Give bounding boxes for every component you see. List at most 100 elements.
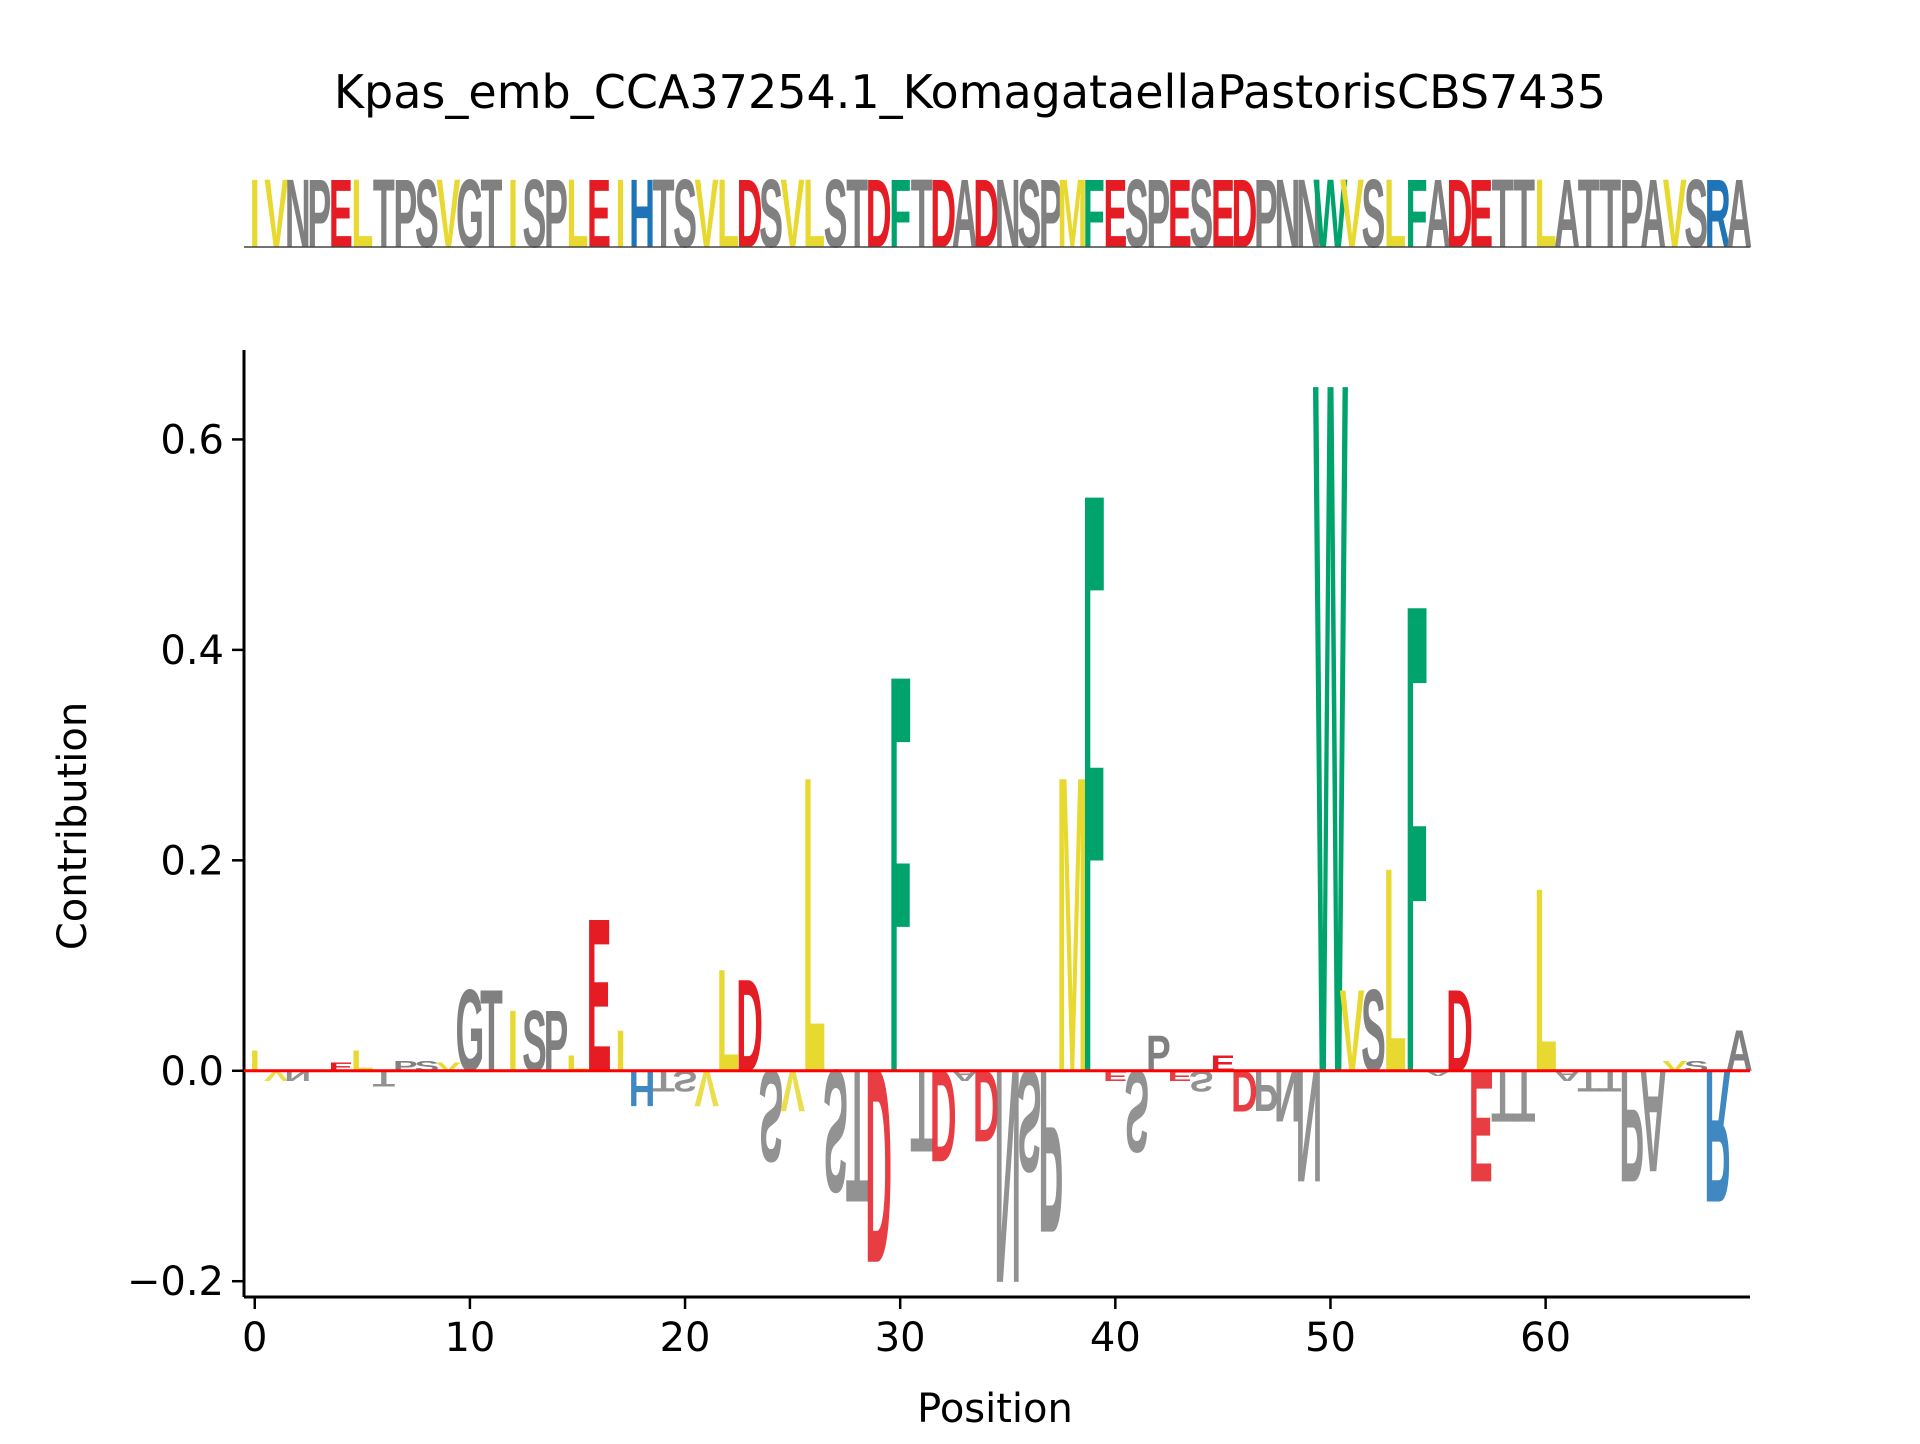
contribution-letter: L [1534, 833, 1557, 1127]
sequence-letter: S [415, 159, 439, 268]
sequence-letter: V [695, 159, 719, 268]
sequence-letter: P [1254, 159, 1278, 268]
x-tick-label: 40 [1090, 1315, 1141, 1361]
contribution-letter: E [1469, 1036, 1494, 1217]
sequence-letter: T [373, 159, 395, 268]
contribution-letter: T [846, 1029, 869, 1241]
contribution-letter: F [889, 554, 912, 1192]
sequence-letter: E [329, 159, 353, 268]
sequence-letter: L [351, 159, 373, 268]
sequence-letter: E [1168, 159, 1192, 268]
contribution-letter: S [1017, 1039, 1042, 1203]
sequence-letter: W [1314, 159, 1348, 268]
sequence-letter: N [1296, 159, 1322, 268]
sequence-letter: T [1599, 159, 1621, 268]
contribution-letter: I [615, 1019, 625, 1083]
sequence-letter: P [1039, 159, 1063, 268]
sequence-letter: D [930, 159, 956, 268]
sequence-letter: T [653, 159, 675, 268]
contribution-letter: S [1189, 1064, 1214, 1096]
sequence-letter: A [1640, 159, 1666, 268]
sequence-letter: T [911, 159, 933, 268]
contribution-letter: L [717, 938, 740, 1102]
sequence-letter: L [567, 159, 589, 268]
sequence-letter: I [250, 159, 260, 268]
x-tick-label: 50 [1305, 1315, 1356, 1361]
sequence-letter: L [1535, 159, 1557, 268]
contribution-letter: P [1146, 1026, 1171, 1082]
sequence-letter: S [1189, 159, 1213, 268]
contribution-letter: S [823, 1033, 848, 1229]
sequence-letter: S [1125, 159, 1149, 268]
sequence-letter: S [759, 159, 783, 268]
sequence-letter: F [889, 159, 911, 268]
contribution-letter: S [1124, 1045, 1149, 1176]
sequence-letter: D [1231, 159, 1257, 268]
sequence-letter: A [952, 159, 978, 268]
sequence-letter: I [616, 159, 626, 268]
sequence-letter: E [587, 159, 611, 268]
sequence-letter: L [1384, 159, 1406, 268]
contribution-letter: S [1361, 966, 1386, 1097]
contribution-letter: D [973, 1048, 1000, 1162]
sequence-letter: T [1492, 159, 1514, 268]
sequence-letter: N [995, 159, 1021, 268]
contribution-letter: T [1577, 1064, 1600, 1096]
x-tick-label: 0 [242, 1315, 267, 1361]
sequence-letter: F [1406, 159, 1428, 268]
x-tick-label: 10 [444, 1315, 495, 1361]
sequence-letter: L [717, 159, 739, 268]
contribution-letter: L [803, 688, 826, 1161]
sequence-letter: S [522, 159, 546, 268]
contribution-letter: P [1619, 1036, 1644, 1217]
sequence-letter: M [1057, 159, 1087, 268]
sequence-letter: L [803, 159, 825, 268]
contribution-letter: I [250, 1045, 260, 1077]
sequence-letter: E [1103, 159, 1127, 268]
contribution-letter: G [455, 966, 484, 1097]
contribution-letter: P [544, 993, 569, 1091]
chart-title: Kpas_emb_CCA37254.1_KomagataellaPastoris… [334, 65, 1606, 119]
sequence-letter: T [480, 159, 502, 268]
y-tick-label: 0.4 [160, 628, 224, 674]
x-tick-label: 20 [660, 1315, 711, 1361]
sequence-letter: D [1447, 159, 1473, 268]
sequence-letter: S [824, 159, 848, 268]
contribution-letter: W [1313, 172, 1348, 1283]
y-tick-label: 0.0 [160, 1049, 224, 1095]
sequence-letter: N [1274, 159, 1300, 268]
x-tick-label: 30 [875, 1315, 926, 1361]
contribution-letter: N [1274, 1054, 1301, 1135]
contribution-letter: V [1340, 966, 1365, 1097]
contribution-letter: A [1425, 1069, 1452, 1077]
contribution-letter: D [736, 954, 763, 1100]
contribution-letter: L [351, 1045, 374, 1077]
contribution-letter: A [1726, 1019, 1753, 1083]
sequence-letter: T [846, 159, 868, 268]
sequence-letter: T [1578, 159, 1600, 268]
contribution-letter: T [1491, 1054, 1514, 1135]
sequence-letter: D [973, 159, 999, 268]
sequence-letter: D [866, 159, 892, 268]
y-tick-label: −0.2 [127, 1259, 224, 1305]
contribution-letter: N [1296, 1036, 1323, 1217]
contribution-letter: P [1254, 1058, 1279, 1122]
contribution-letter: T [480, 966, 503, 1097]
contribution-letter: V [694, 1059, 719, 1115]
sequence-letter: A [1726, 159, 1752, 268]
contribution-letter: H [629, 1059, 656, 1115]
contribution-letter: I [508, 993, 518, 1091]
x-axis-label: Position [917, 1386, 1073, 1432]
sequence-letter: S [1684, 159, 1708, 268]
contribution-letter: F [1082, 316, 1105, 1247]
sequence-letter: E [1211, 159, 1235, 268]
sequence-letter: A [1425, 159, 1451, 268]
sequence-letter: I [508, 159, 518, 268]
sequence-letter: S [1362, 159, 1386, 268]
contribution-letter: A [1640, 1039, 1667, 1203]
y-axis-label: Contribution [50, 702, 96, 950]
contribution-letter: P [1038, 1020, 1063, 1281]
